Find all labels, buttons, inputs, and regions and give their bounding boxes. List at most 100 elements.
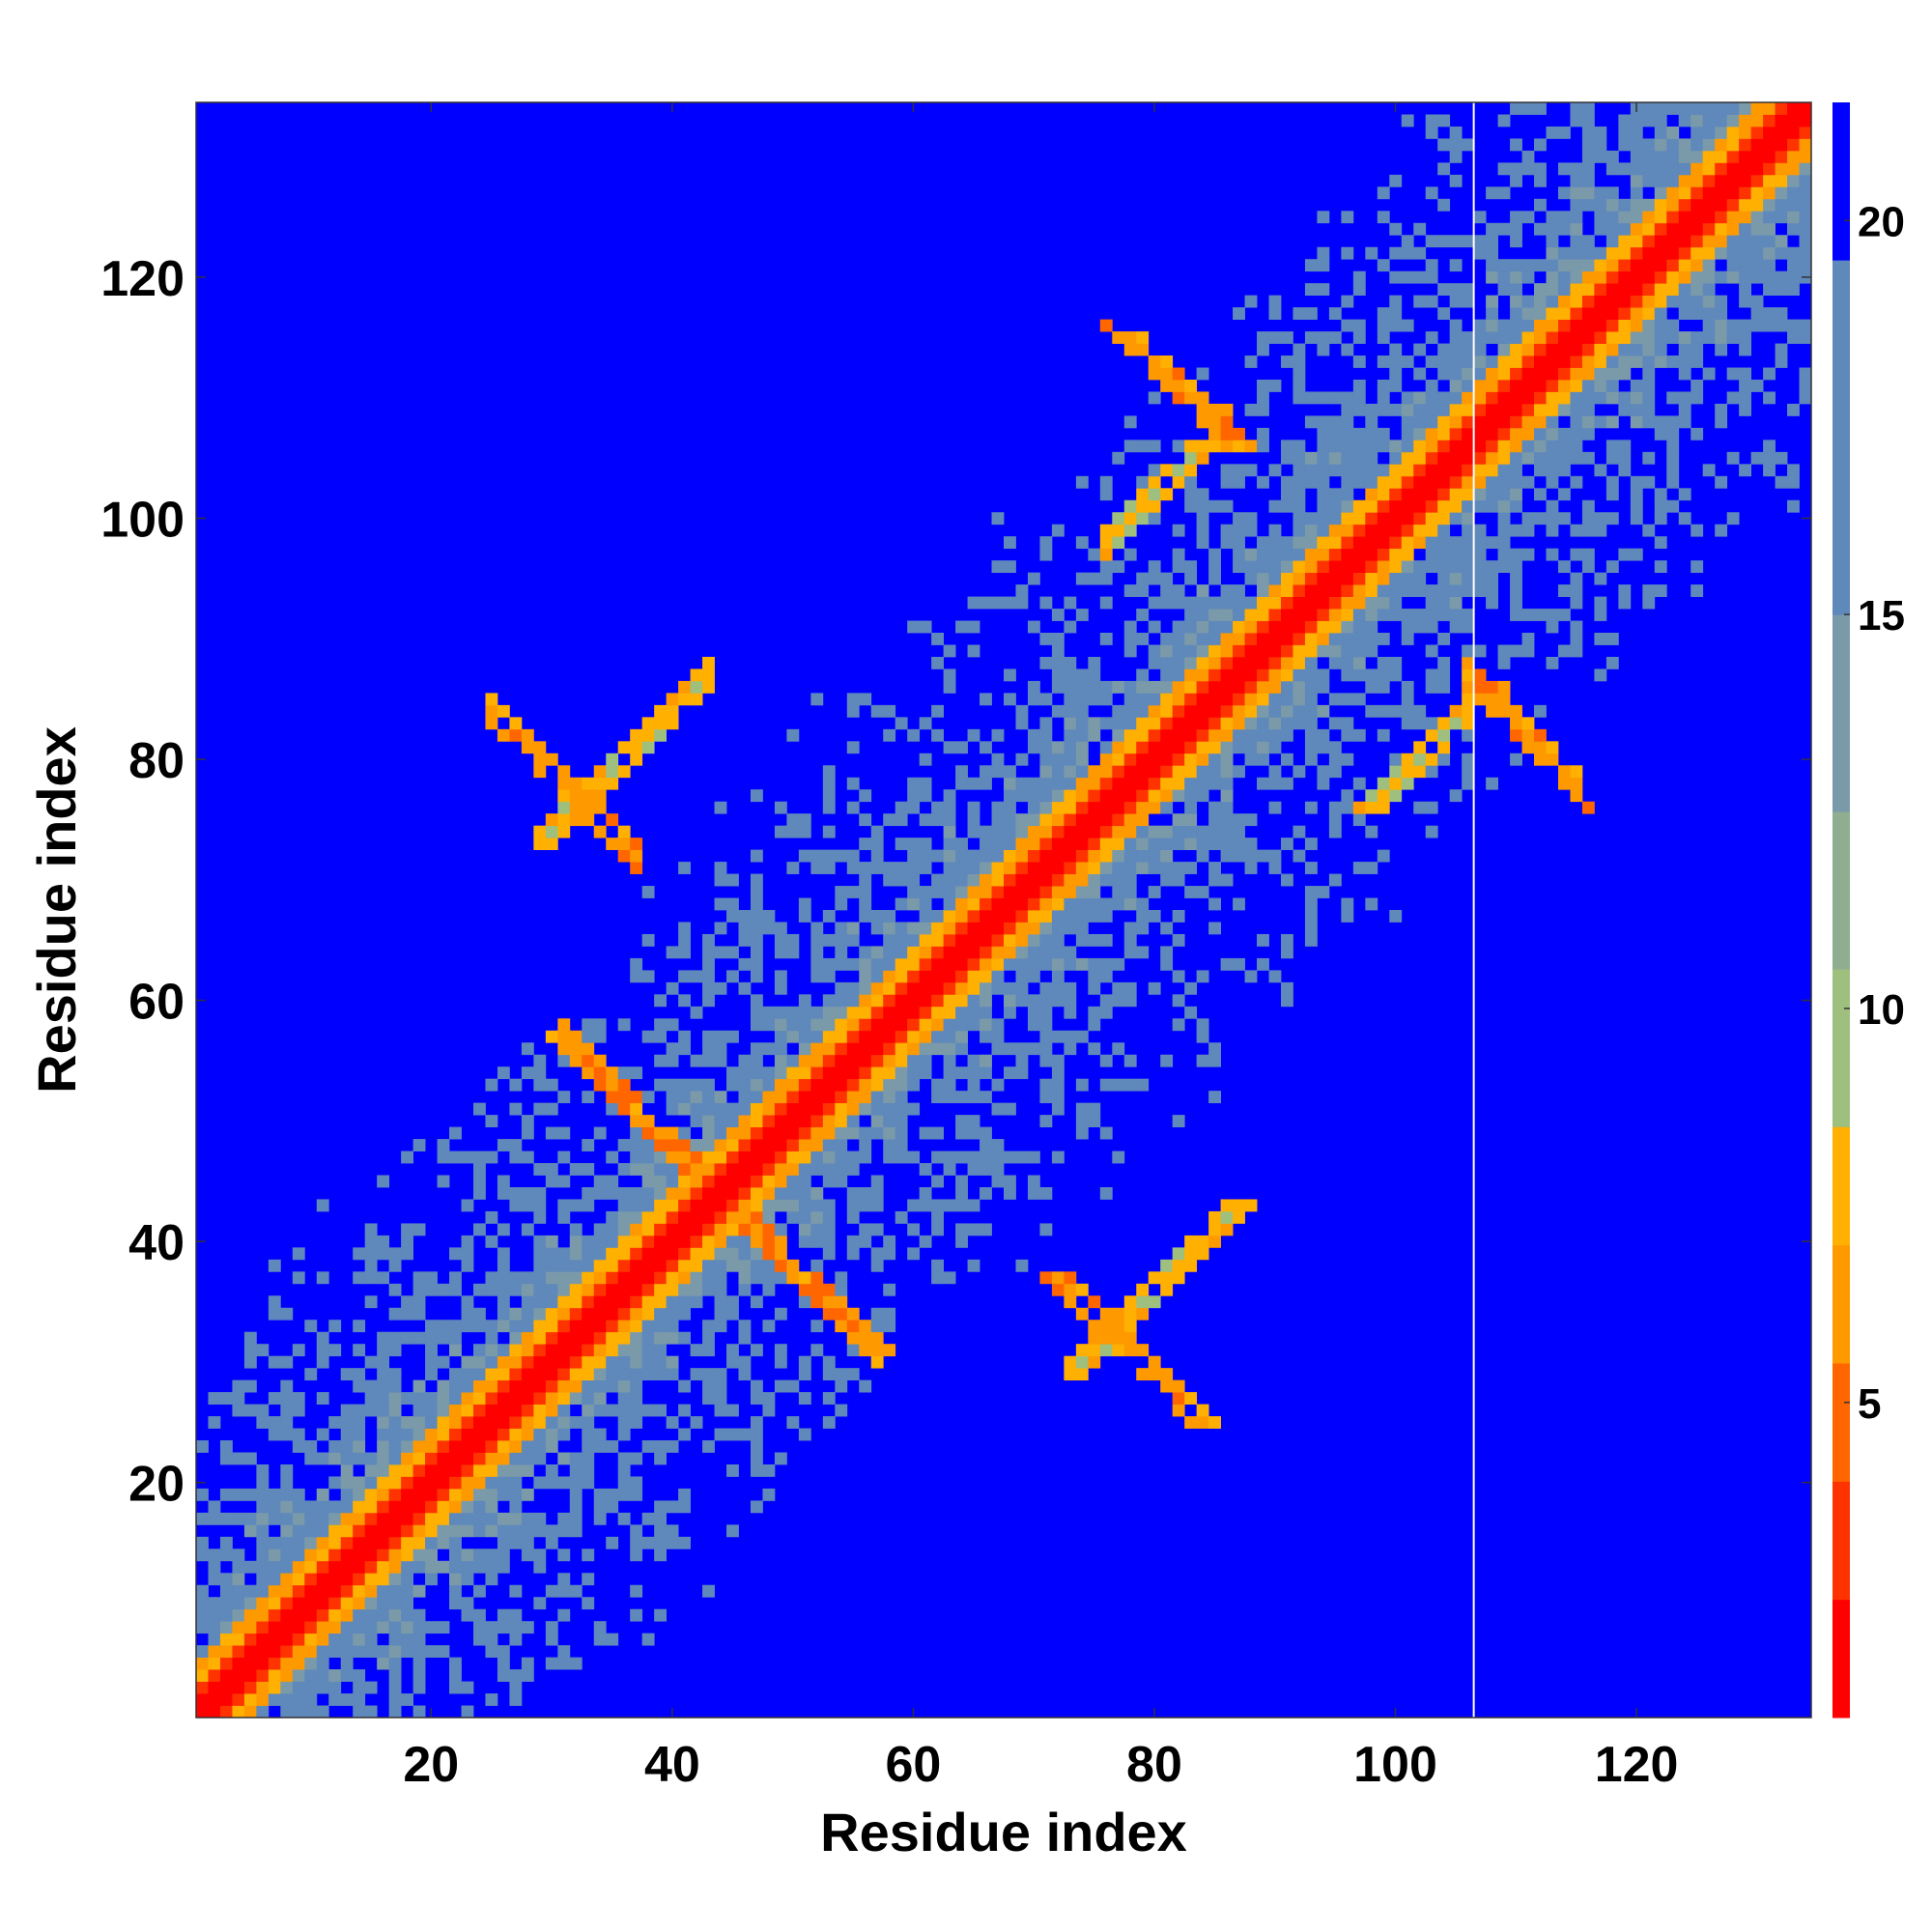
heatmap-cell	[1557, 512, 1571, 526]
heatmap-cell	[1497, 331, 1511, 344]
heatmap-cell	[1750, 102, 1764, 115]
heatmap-cell	[1739, 186, 1752, 200]
heatmap-cell	[1220, 777, 1234, 790]
heatmap-cell	[1715, 211, 1728, 224]
heatmap-cell	[437, 1476, 450, 1490]
heatmap-cell	[1233, 307, 1245, 320]
heatmap-cell	[907, 933, 921, 947]
heatmap-cell	[545, 1163, 558, 1176]
heatmap-cell	[1280, 440, 1293, 453]
heatmap-cell	[557, 1657, 571, 1670]
heatmap-cell	[1739, 464, 1752, 477]
heatmap-cell	[738, 1054, 752, 1067]
heatmap-cell	[256, 1548, 270, 1562]
heatmap-cell	[377, 1573, 390, 1586]
heatmap-cell	[798, 849, 811, 863]
heatmap-cell	[1690, 343, 1704, 356]
heatmap-cell	[304, 1633, 318, 1646]
heatmap-cell	[1208, 862, 1221, 874]
heatmap-cell	[1015, 862, 1029, 874]
heatmap-cell	[762, 1175, 776, 1188]
heatmap-cell	[1233, 633, 1245, 645]
heatmap-cell	[1268, 584, 1282, 597]
heatmap-cell	[1462, 728, 1475, 742]
heatmap-cell	[1739, 343, 1752, 356]
heatmap-cell	[316, 1488, 329, 1501]
heatmap-cell	[243, 1693, 257, 1706]
heatmap-cell	[750, 1115, 763, 1127]
heatmap-cell	[1075, 897, 1089, 911]
heatmap-cell	[1570, 270, 1583, 284]
heatmap-cell	[1293, 609, 1306, 621]
heatmap-cell	[509, 1488, 523, 1501]
heatmap-cell	[870, 1344, 884, 1357]
heatmap-cell	[1184, 1247, 1198, 1261]
heatmap-cell	[931, 1018, 945, 1032]
heatmap-cell	[1280, 717, 1293, 730]
heatmap-cell	[1293, 475, 1306, 489]
heatmap-cell	[1763, 102, 1776, 115]
heatmap-cell	[1328, 440, 1342, 453]
heatmap-cell	[750, 1126, 763, 1140]
heatmap-cell	[859, 886, 872, 898]
heatmap-cell	[822, 765, 836, 779]
heatmap-cell	[1304, 741, 1318, 754]
heatmap-cell	[630, 1452, 643, 1465]
heatmap-cell	[569, 1476, 582, 1490]
heatmap-cell	[1184, 440, 1198, 453]
heatmap-cell	[401, 1331, 413, 1345]
heatmap-cell	[1257, 596, 1269, 610]
heatmap-cell	[1437, 717, 1451, 730]
heatmap-cell	[750, 1428, 763, 1441]
heatmap-cell	[461, 1235, 474, 1248]
heatmap-cell	[582, 1307, 595, 1321]
heatmap-cell	[1473, 524, 1487, 537]
heatmap-cell	[377, 1440, 390, 1453]
heatmap-cell	[569, 1030, 582, 1043]
heatmap-cell	[630, 1331, 643, 1345]
heatmap-cell	[846, 886, 860, 898]
heatmap-cell	[1462, 620, 1475, 634]
heatmap-cell	[316, 1428, 329, 1441]
heatmap-cell	[557, 1199, 571, 1212]
heatmap-cell	[497, 1452, 510, 1465]
heatmap-cell	[931, 1030, 945, 1043]
heatmap-cell	[1690, 270, 1704, 284]
heatmap-cell	[521, 1295, 534, 1309]
heatmap-cell	[678, 680, 691, 694]
heatmap-cell	[1389, 246, 1403, 260]
heatmap-cell	[654, 1199, 668, 1212]
heatmap-cell	[1570, 644, 1583, 658]
heatmap-cell	[1521, 728, 1535, 742]
heatmap-cell	[1112, 994, 1125, 1008]
heatmap-cell	[714, 1320, 727, 1333]
heatmap-cell	[412, 1669, 426, 1682]
heatmap-cell	[1244, 862, 1258, 874]
heatmap-cell	[955, 981, 968, 995]
heatmap-cell	[846, 1054, 860, 1067]
heatmap-cell	[690, 1175, 703, 1188]
heatmap-cell	[1570, 174, 1583, 187]
heatmap-cell	[1123, 777, 1137, 790]
heatmap-cell	[907, 1078, 921, 1092]
heatmap-cell	[870, 1259, 884, 1272]
heatmap-cell	[606, 1368, 619, 1381]
heatmap-cell	[521, 1512, 534, 1525]
heatmap-cell	[617, 1283, 631, 1296]
heatmap-cell	[1172, 873, 1185, 887]
heatmap-cell	[1136, 922, 1150, 935]
heatmap-cell	[533, 1259, 547, 1272]
heatmap-cell	[593, 765, 607, 779]
heatmap-cell	[1136, 946, 1150, 959]
heatmap-cell	[786, 1078, 800, 1092]
heatmap-cell	[1196, 680, 1209, 694]
heatmap-cell	[606, 813, 619, 827]
heatmap-cell	[955, 1223, 968, 1236]
heatmap-cell	[292, 1633, 305, 1646]
heatmap-cell	[1148, 838, 1161, 851]
heatmap-cell	[268, 1307, 281, 1321]
heatmap-cell	[1787, 102, 1800, 115]
heatmap-cell	[1739, 211, 1752, 224]
heatmap-cell	[509, 1404, 523, 1417]
